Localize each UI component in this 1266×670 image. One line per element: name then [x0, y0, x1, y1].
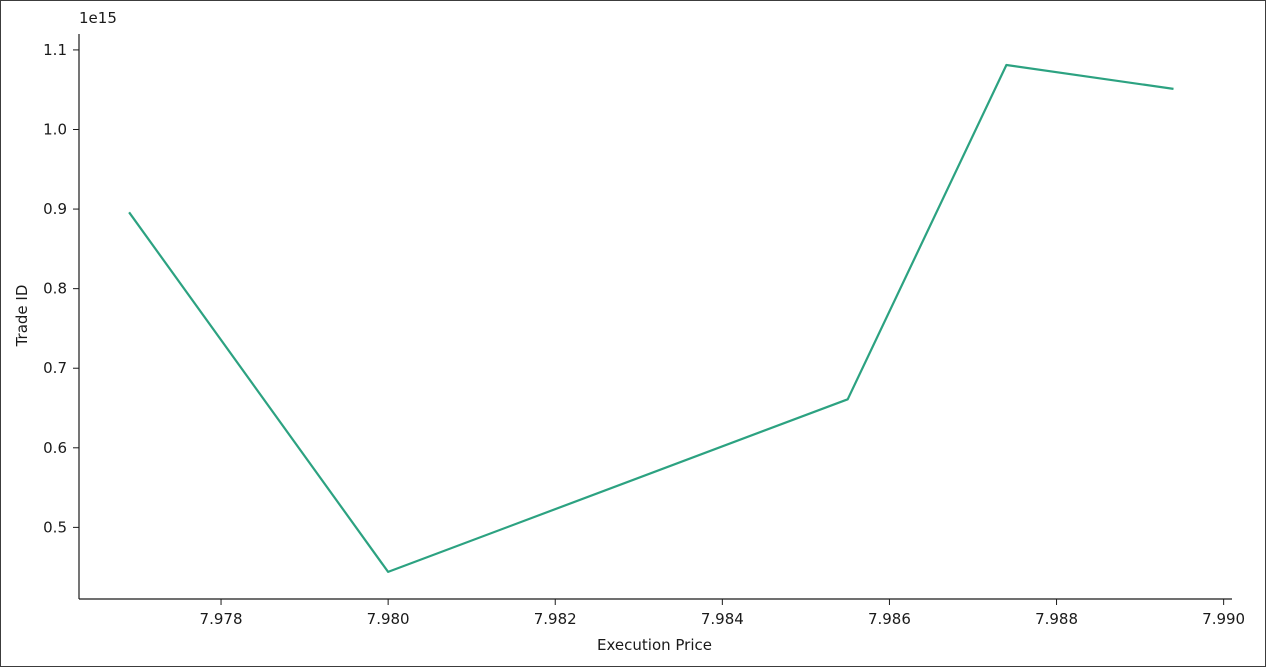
x-tick-label: 7.990 — [1202, 610, 1245, 628]
y-tick-label: 1.1 — [43, 41, 67, 59]
y-tick-label: 1.0 — [43, 120, 67, 138]
x-tick-label: 7.980 — [367, 610, 410, 628]
ticks: 7.978 7.980 7.982 7.984 7.986 7.988 7.990 0.5 0.… — [43, 41, 1245, 628]
x-tick-label: 7.978 — [200, 610, 243, 628]
series-line — [128, 63, 1174, 574]
series — [128, 63, 1174, 574]
y-tick-label: 0.9 — [43, 200, 67, 218]
x-tick-label: 7.986 — [868, 610, 911, 628]
y-tick-label: 0.5 — [43, 518, 67, 536]
y-axis-label: Trade ID — [13, 285, 31, 348]
x-tick-label: 7.982 — [534, 610, 577, 628]
x-tick-label: 7.984 — [701, 610, 744, 628]
y-offset-label: 1e15 — [79, 9, 117, 27]
x-axis-label: Execution Price — [597, 636, 712, 654]
axes — [78, 34, 1232, 600]
y-tick-label: 0.6 — [43, 439, 67, 457]
y-tick-label: 0.7 — [43, 359, 67, 377]
y-tick-label: 0.8 — [43, 280, 67, 298]
x-tick-label: 7.988 — [1035, 610, 1078, 628]
